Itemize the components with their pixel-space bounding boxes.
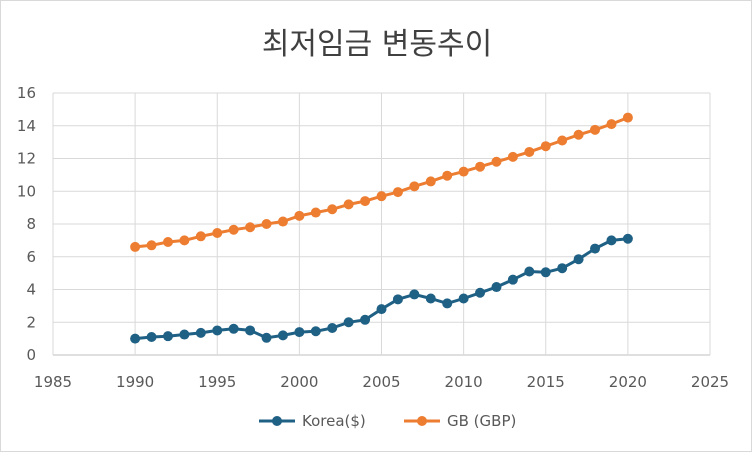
y-tick-label: 16	[17, 84, 36, 102]
gridlines	[52, 92, 711, 356]
chart-title: 최저임금 변동추이	[262, 27, 492, 62]
data-point-gb	[573, 129, 584, 140]
data-point-korea	[294, 327, 305, 338]
y-tick-label: 12	[17, 150, 36, 168]
data-point-korea	[573, 254, 584, 265]
data-point-korea	[475, 287, 486, 298]
legend-label-korea: Korea($)	[302, 412, 366, 430]
data-point-korea	[343, 317, 354, 328]
data-point-gb	[228, 224, 239, 235]
data-point-korea	[622, 233, 633, 244]
data-point-gb	[212, 228, 223, 239]
data-point-gb	[261, 219, 272, 229]
data-point-gb	[245, 222, 256, 233]
data-point-korea	[228, 323, 239, 334]
data-point-korea	[540, 267, 551, 278]
data-point-korea	[442, 298, 453, 309]
data-point-gb	[425, 176, 436, 187]
data-point-korea	[179, 329, 190, 340]
x-tick-label: 1990	[116, 373, 154, 391]
data-point-gb	[409, 181, 420, 192]
data-point-korea	[606, 235, 617, 246]
y-tick-label: 0	[26, 346, 36, 364]
y-tick-label: 8	[26, 215, 36, 233]
x-tick-label: 2005	[362, 373, 400, 391]
y-tick-label: 10	[17, 182, 36, 200]
data-point-korea	[507, 274, 518, 285]
data-point-korea	[245, 325, 256, 336]
axes: 0 2 4 6 8 10 12 14 16 1985 1990 1995 2000 2005 2010 201…	[17, 84, 729, 391]
data-point-korea	[376, 304, 387, 315]
data-point-gb	[442, 170, 453, 181]
data-point-gb	[360, 196, 371, 207]
x-tick-label: 2015	[527, 373, 565, 391]
data-point-gb	[590, 124, 601, 135]
data-point-gb	[162, 237, 173, 248]
data-point-gb	[130, 241, 141, 252]
data-point-korea	[212, 325, 223, 336]
data-point-gb	[146, 240, 157, 251]
data-point-korea	[360, 314, 371, 325]
data-point-gb	[294, 210, 305, 221]
y-tick-label: 6	[26, 248, 36, 266]
data-point-korea	[524, 266, 535, 277]
x-tick-label: 2010	[445, 373, 483, 391]
x-tick-label: 2020	[609, 373, 647, 391]
data-point-korea	[277, 330, 288, 341]
data-point-gb	[475, 161, 486, 172]
data-point-gb	[195, 231, 206, 242]
data-point-gb	[310, 207, 321, 218]
data-point-gb	[376, 191, 387, 202]
data-point-gb	[179, 235, 190, 246]
x-tick-label: 2000	[280, 373, 318, 391]
data-point-korea	[425, 293, 436, 304]
data-point-korea	[557, 263, 568, 274]
y-tick-label: 2	[26, 313, 36, 331]
y-tick-label: 14	[17, 117, 36, 135]
data-point-korea	[327, 322, 338, 333]
data-point-gb	[540, 141, 551, 152]
data-point-korea	[409, 289, 420, 300]
legend-marker-gb	[417, 416, 427, 426]
data-point-gb	[392, 187, 403, 198]
data-point-gb	[557, 135, 568, 146]
data-point-gb	[343, 199, 354, 210]
data-point-korea	[392, 294, 403, 305]
data-point-korea	[458, 293, 469, 304]
y-tick-label: 4	[26, 281, 36, 299]
data-point-gb	[458, 166, 469, 177]
data-point-korea	[146, 331, 157, 342]
legend: Korea($) GB (GBP)	[259, 412, 516, 430]
x-tick-label: 2025	[691, 373, 729, 391]
series-group	[130, 112, 633, 344]
data-point-korea	[162, 331, 173, 342]
data-point-gb	[606, 119, 617, 130]
data-point-gb	[622, 112, 633, 123]
data-point-gb	[327, 204, 338, 215]
data-point-korea	[310, 326, 321, 337]
x-tick-label: 1985	[34, 373, 72, 391]
data-point-gb	[277, 216, 288, 227]
data-point-gb	[524, 146, 535, 157]
data-point-korea	[590, 243, 601, 254]
data-point-gb	[507, 151, 518, 162]
legend-marker-korea	[272, 416, 282, 426]
legend-label-gb: GB (GBP)	[447, 412, 516, 430]
x-tick-label: 1995	[198, 373, 236, 391]
data-point-korea	[491, 282, 502, 293]
data-point-gb	[491, 156, 502, 167]
data-point-korea	[261, 332, 272, 343]
data-point-korea	[130, 333, 141, 344]
data-point-korea	[195, 327, 206, 338]
